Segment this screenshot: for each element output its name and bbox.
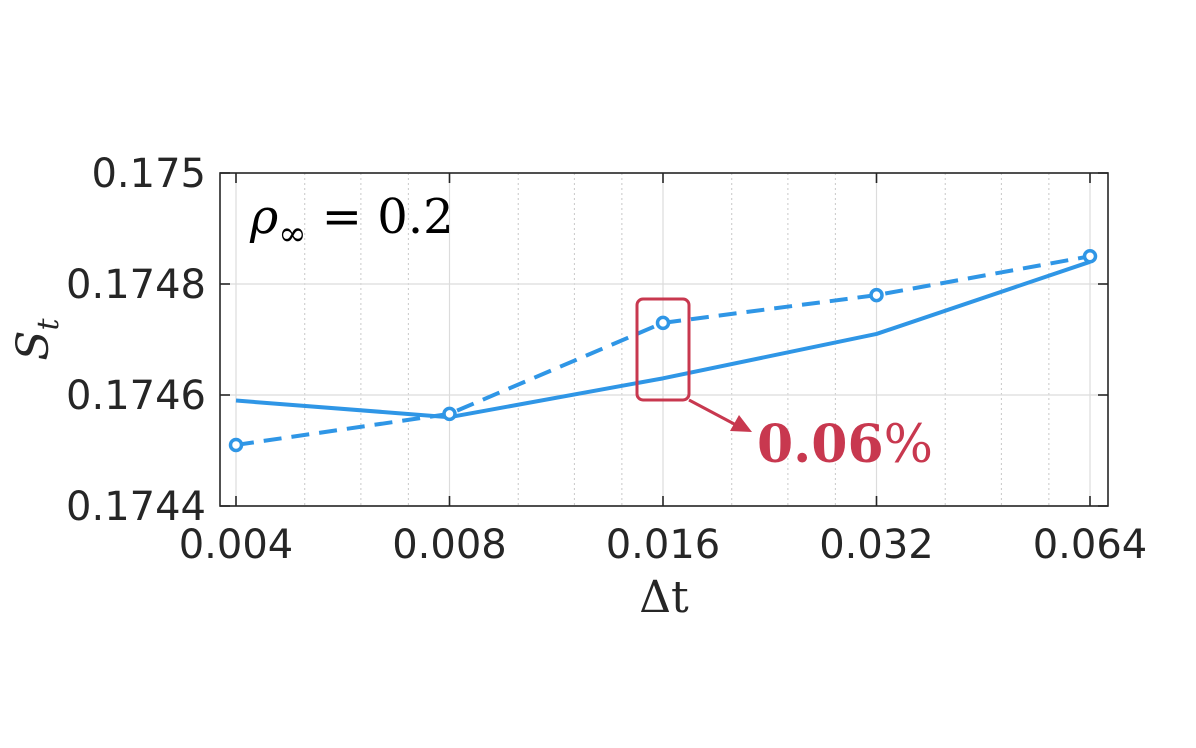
y-tick-label: 0.1746 xyxy=(66,373,206,419)
x-tick-label: 0.064 xyxy=(1033,522,1148,568)
highlight-annotation: 0.06% xyxy=(635,297,933,475)
series-line-solid xyxy=(235,259,1091,420)
x-tick-label: 0.016 xyxy=(606,522,721,568)
y-tick-label: 0.1748 xyxy=(66,262,206,308)
highlight-box xyxy=(635,297,691,402)
series-line-dashed xyxy=(235,254,1091,447)
x-axis-label: Δt xyxy=(639,572,689,623)
rho-symbol: ρ xyxy=(249,189,278,245)
x-tick-label: 0.008 xyxy=(392,522,507,568)
highlight-arrowhead xyxy=(730,415,752,432)
y-tick-label: 0.175 xyxy=(91,151,206,197)
series-marker xyxy=(228,437,244,453)
rho-subscript: ∞ xyxy=(278,214,306,254)
series-marker xyxy=(442,406,457,422)
highlight-percent-label: 0.06% xyxy=(757,414,933,475)
series-layer xyxy=(228,249,1098,453)
highlight-arrow xyxy=(688,398,739,428)
series-marker xyxy=(869,287,884,303)
rho-annotation: ρ∞ = 0.2 xyxy=(249,189,454,254)
tick-marks xyxy=(220,172,1108,507)
x-tick-label: 0.004 xyxy=(179,522,294,568)
tick-labels: 0.004 0.008 0.016 0.032 0.064 0.1744 0.1746 0.1… xyxy=(66,151,1147,568)
y-axis-label-main: S xyxy=(8,330,59,360)
y-tick-label: 0.1744 xyxy=(66,484,206,530)
y-axis-label: St xyxy=(8,317,66,360)
rho-value: = 0.2 xyxy=(307,189,454,245)
x-tick-label: 0.032 xyxy=(819,522,934,568)
highlight-percent-sign: % xyxy=(884,415,933,475)
highlight-value: 0.06 xyxy=(757,414,884,475)
series-marker xyxy=(1082,249,1098,264)
plot-frame xyxy=(219,172,1109,507)
y-axis-label-subscript: t xyxy=(31,317,66,330)
series-marker xyxy=(655,315,671,331)
